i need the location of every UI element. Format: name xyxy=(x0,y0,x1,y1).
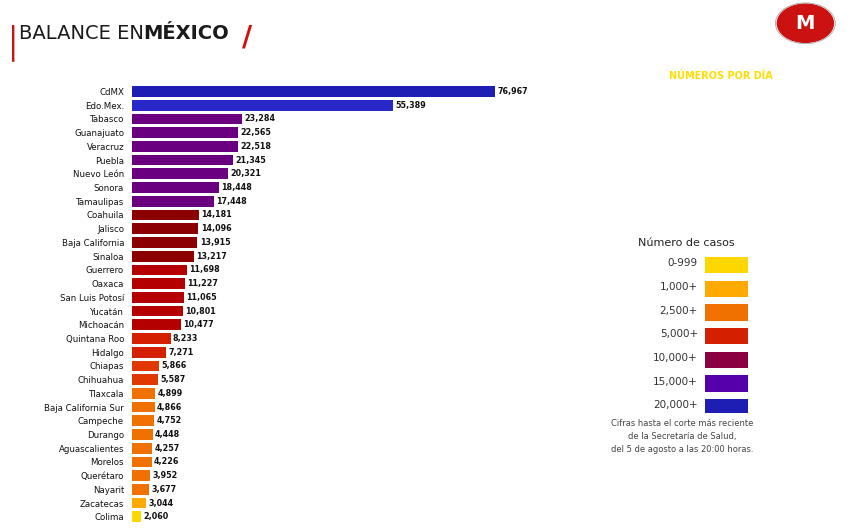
Bar xyxy=(132,196,214,207)
Text: CONTAGIOS POR ESTADO: CONTAGIOS POR ESTADO xyxy=(291,24,467,37)
FancyBboxPatch shape xyxy=(706,257,747,273)
Text: 17,448: 17,448 xyxy=(217,197,247,206)
Text: 13,217: 13,217 xyxy=(196,252,227,261)
Bar xyxy=(132,168,228,179)
Bar xyxy=(132,484,149,495)
Text: 23,284: 23,284 xyxy=(244,114,275,123)
Bar xyxy=(132,375,158,385)
Text: 13,915: 13,915 xyxy=(200,238,230,247)
Bar xyxy=(132,402,155,413)
Bar xyxy=(132,114,241,124)
Bar xyxy=(132,388,155,399)
Bar xyxy=(132,237,197,248)
Bar xyxy=(132,470,150,481)
Text: 2,060: 2,060 xyxy=(144,513,169,522)
Text: 5,866: 5,866 xyxy=(162,361,187,370)
FancyBboxPatch shape xyxy=(706,304,747,321)
Text: 8,233: 8,233 xyxy=(173,334,198,343)
Bar xyxy=(132,182,218,193)
Text: /: / xyxy=(242,24,252,52)
Text: Cifras hasta el corte más reciente
de la Secretaría de Salud,
del 5 de agosto a : Cifras hasta el corte más reciente de la… xyxy=(611,419,753,454)
Bar xyxy=(132,100,394,111)
FancyBboxPatch shape xyxy=(706,281,747,297)
Bar xyxy=(132,443,152,453)
Text: 21,345: 21,345 xyxy=(235,156,266,165)
Bar xyxy=(132,86,496,97)
Bar xyxy=(132,264,187,275)
Bar xyxy=(132,223,198,234)
Text: 15,000+: 15,000+ xyxy=(653,377,698,387)
Text: BALANCE EN: BALANCE EN xyxy=(19,24,150,43)
Bar xyxy=(132,347,166,358)
FancyBboxPatch shape xyxy=(706,328,747,344)
Text: 20,321: 20,321 xyxy=(230,169,261,178)
Bar xyxy=(132,209,199,221)
Text: 22,565: 22,565 xyxy=(241,128,271,137)
Bar xyxy=(132,127,238,138)
Text: 2,500+: 2,500+ xyxy=(660,306,698,316)
Text: Número de casos: Número de casos xyxy=(638,238,734,248)
Text: 14,096: 14,096 xyxy=(201,224,231,233)
Text: 11,698: 11,698 xyxy=(190,266,220,275)
Text: M: M xyxy=(796,14,815,33)
Bar xyxy=(132,278,184,289)
Bar xyxy=(132,429,153,440)
Text: 5,587: 5,587 xyxy=(161,375,186,384)
Text: 10,477: 10,477 xyxy=(184,320,214,329)
Text: 4,899: 4,899 xyxy=(157,389,183,398)
Bar xyxy=(132,498,146,508)
Text: NÚMEROS POR DÍA: NÚMEROS POR DÍA xyxy=(669,71,773,81)
Text: 11,227: 11,227 xyxy=(187,279,218,288)
FancyBboxPatch shape xyxy=(706,376,747,391)
Text: 3,677: 3,677 xyxy=(151,485,177,494)
Text: 14,181: 14,181 xyxy=(201,211,232,220)
Text: Casos totales: Casos totales xyxy=(678,98,773,111)
Bar xyxy=(132,320,181,330)
Text: 1,000+: 1,000+ xyxy=(660,282,698,292)
Bar xyxy=(132,415,154,426)
Text: 6,139: 6,139 xyxy=(676,201,773,230)
Bar xyxy=(132,251,194,261)
Text: 22,518: 22,518 xyxy=(241,142,271,151)
Text: 5,000+: 5,000+ xyxy=(660,330,698,340)
Text: 10,000+: 10,000+ xyxy=(653,353,698,363)
Text: 0-999: 0-999 xyxy=(668,258,698,268)
Bar xyxy=(132,361,160,371)
Text: 4,752: 4,752 xyxy=(156,416,182,425)
Bar xyxy=(132,141,238,152)
Text: 20,000+: 20,000+ xyxy=(653,400,698,411)
Text: │: │ xyxy=(4,24,23,61)
Text: Casos nuevos: Casos nuevos xyxy=(677,165,773,178)
Text: 18,448: 18,448 xyxy=(221,183,252,192)
Text: 3,044: 3,044 xyxy=(149,499,173,508)
Text: 4,448: 4,448 xyxy=(155,430,180,439)
Bar xyxy=(132,512,141,522)
Text: 3,952: 3,952 xyxy=(153,471,178,480)
Text: 7,271: 7,271 xyxy=(168,348,194,357)
Bar xyxy=(132,155,233,166)
Text: 10,801: 10,801 xyxy=(185,306,216,315)
FancyBboxPatch shape xyxy=(706,399,747,415)
Text: 55,389: 55,389 xyxy=(395,101,427,110)
Circle shape xyxy=(777,4,833,42)
Text: 4,257: 4,257 xyxy=(154,444,179,453)
Bar xyxy=(132,333,171,344)
Text: MÉXICO: MÉXICO xyxy=(143,24,229,43)
Bar xyxy=(132,457,151,467)
Text: 456,100: 456,100 xyxy=(633,133,773,162)
Text: 4,226: 4,226 xyxy=(154,458,179,467)
Text: 11,065: 11,065 xyxy=(186,293,217,302)
Text: 4,866: 4,866 xyxy=(157,403,183,412)
Bar xyxy=(132,306,183,316)
Bar xyxy=(132,292,184,303)
FancyBboxPatch shape xyxy=(706,352,747,368)
Text: 76,967: 76,967 xyxy=(497,87,528,96)
